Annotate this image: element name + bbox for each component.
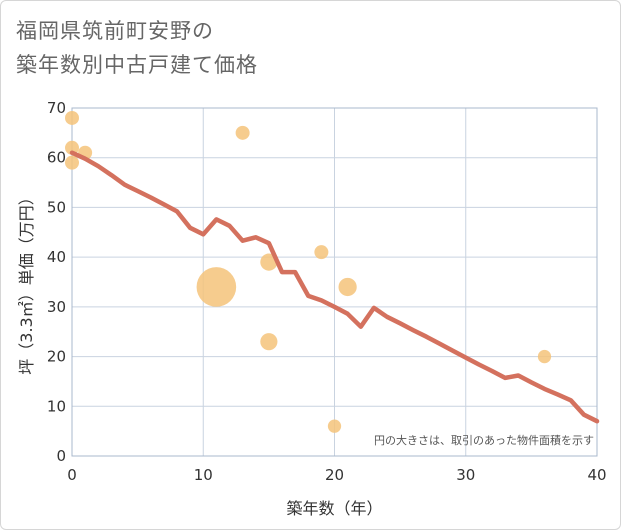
y-tick-label: 60 bbox=[47, 149, 66, 167]
scatter-point bbox=[338, 277, 357, 297]
y-tick-label: 10 bbox=[47, 397, 66, 415]
y-tick-label: 50 bbox=[47, 198, 66, 216]
y-tick-label: 20 bbox=[47, 348, 66, 366]
x-tick-label: 20 bbox=[325, 466, 344, 484]
y-axis-title: 坪（3.3㎡）単価（万円） bbox=[17, 189, 36, 374]
x-tick-label: 10 bbox=[194, 466, 213, 484]
plot-area-border bbox=[71, 107, 598, 457]
scatter-point bbox=[537, 349, 552, 364]
y-tick-label: 70 bbox=[47, 99, 66, 117]
scatter-point bbox=[260, 333, 278, 351]
scatter-point bbox=[65, 155, 79, 170]
bubble-size-note: 円の大きさは、取引のあった物件面積を示す bbox=[374, 433, 594, 447]
y-tick-label: 30 bbox=[47, 298, 66, 316]
scatter-point bbox=[314, 245, 329, 260]
chart-title-line1: 福岡県筑前町安野の bbox=[16, 19, 214, 43]
grid-layer bbox=[72, 108, 597, 456]
bubble-layer bbox=[65, 110, 552, 433]
scatter-point bbox=[235, 125, 250, 140]
trend-line bbox=[69, 150, 600, 424]
scatter-point bbox=[65, 140, 79, 155]
x-tick-label: 0 bbox=[67, 466, 77, 484]
x-tick-label: 30 bbox=[456, 466, 475, 484]
scatter-point bbox=[65, 110, 79, 125]
scatter-point bbox=[327, 419, 342, 433]
tick-layer: 0 10 20 30 40 50 60 70 0 10 20 30 40 bbox=[47, 99, 607, 484]
x-tick-label: 40 bbox=[587, 466, 606, 484]
y-tick-label: 0 bbox=[56, 447, 66, 465]
x-axis-title: 築年数（年） bbox=[286, 499, 382, 518]
scatter-point bbox=[196, 267, 237, 307]
y-tick-label: 40 bbox=[47, 248, 66, 266]
chart-title: 福岡県筑前町安野の 築年数別中古戸建て価格 bbox=[16, 14, 258, 82]
chart-title-line2: 築年数別中古戸建て価格 bbox=[16, 53, 258, 77]
